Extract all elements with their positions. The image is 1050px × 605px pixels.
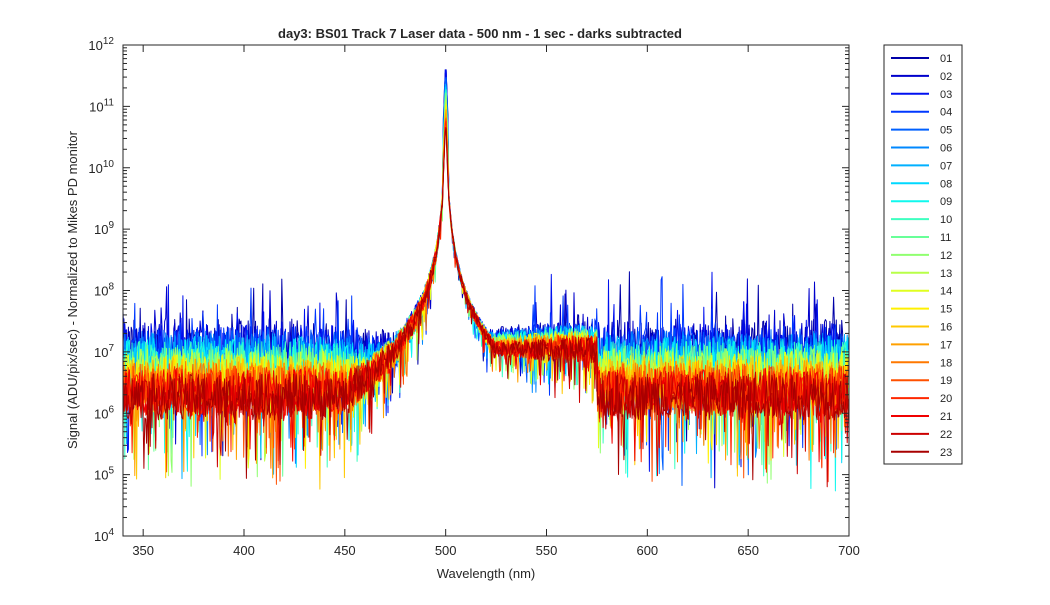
- legend-label-03: 03: [940, 89, 952, 101]
- legend: 01 02 03 04 05 06 07 08 09 10 11 12 13 14 15 16 17 18 19 20…: [883, 44, 963, 465]
- series-line-23: [122, 128, 849, 481]
- legend-label-08: 08: [940, 178, 952, 190]
- x-axis: 350 400 450 500 550 600 650 700: [132, 45, 860, 558]
- legend-label-20: 20: [940, 393, 952, 405]
- y-tick-label: 109: [94, 220, 114, 237]
- y-tick-label: 1011: [89, 97, 114, 114]
- legend-items: 01 02 03 04 05 06 07 08 09 10 11 12 13 14 15 16 17 18 19 20…: [891, 53, 952, 459]
- legend-label-19: 19: [940, 375, 952, 387]
- legend-label-23: 23: [940, 447, 952, 459]
- y-tick-label: 106: [94, 404, 114, 421]
- y-tick-label: 105: [94, 466, 114, 483]
- legend-label-13: 13: [940, 268, 952, 280]
- series-line-22: [122, 129, 849, 488]
- y-tick-label: 107: [94, 343, 114, 360]
- plot-area: 350 400 450 500 550 600 650 700 104 105 106 107 108…: [88, 36, 859, 558]
- y-axis: 104 105 106 107 108 109 1010 1011 1012: [88, 36, 849, 544]
- y-tick-label: 1010: [88, 159, 114, 176]
- legend-label-06: 06: [940, 143, 952, 155]
- legend-label-09: 09: [940, 196, 952, 208]
- chart-title: day3: BS01 Track 7 Laser data - 500 nm -…: [278, 26, 682, 41]
- x-tick-label: 700: [838, 543, 860, 558]
- y-tick-label: 104: [94, 527, 114, 544]
- legend-label-21: 21: [940, 411, 952, 423]
- legend-label-11: 11: [940, 232, 951, 244]
- x-tick-label: 450: [334, 543, 356, 558]
- x-tick-label: 650: [737, 543, 759, 558]
- plot-background: [123, 45, 849, 536]
- x-tick-label: 500: [435, 543, 457, 558]
- legend-label-15: 15: [940, 304, 952, 316]
- legend-label-16: 16: [940, 322, 952, 334]
- legend-label-14: 14: [940, 286, 952, 298]
- y-tick-label: 108: [94, 282, 114, 299]
- legend-label-04: 04: [940, 107, 952, 119]
- legend-label-01: 01: [940, 53, 952, 65]
- legend-label-12: 12: [940, 250, 952, 262]
- y-axis-label: Signal (ADU/pix/sec) - Normalized to Mik…: [65, 130, 80, 449]
- x-tick-label: 350: [132, 543, 154, 558]
- legend-label-07: 07: [940, 160, 952, 172]
- legend-label-17: 17: [940, 339, 952, 351]
- legend-label-10: 10: [940, 214, 952, 226]
- x-tick-label: 600: [636, 543, 658, 558]
- x-axis-label: Wavelength (nm): [437, 566, 536, 581]
- x-tick-label: 550: [536, 543, 558, 558]
- legend-label-05: 05: [940, 125, 952, 137]
- legend-label-02: 02: [940, 71, 952, 83]
- legend-label-18: 18: [940, 357, 952, 369]
- x-tick-label: 400: [233, 543, 255, 558]
- series-layer: [122, 69, 849, 492]
- legend-label-22: 22: [940, 429, 952, 441]
- y-tick-label: 1012: [88, 36, 114, 53]
